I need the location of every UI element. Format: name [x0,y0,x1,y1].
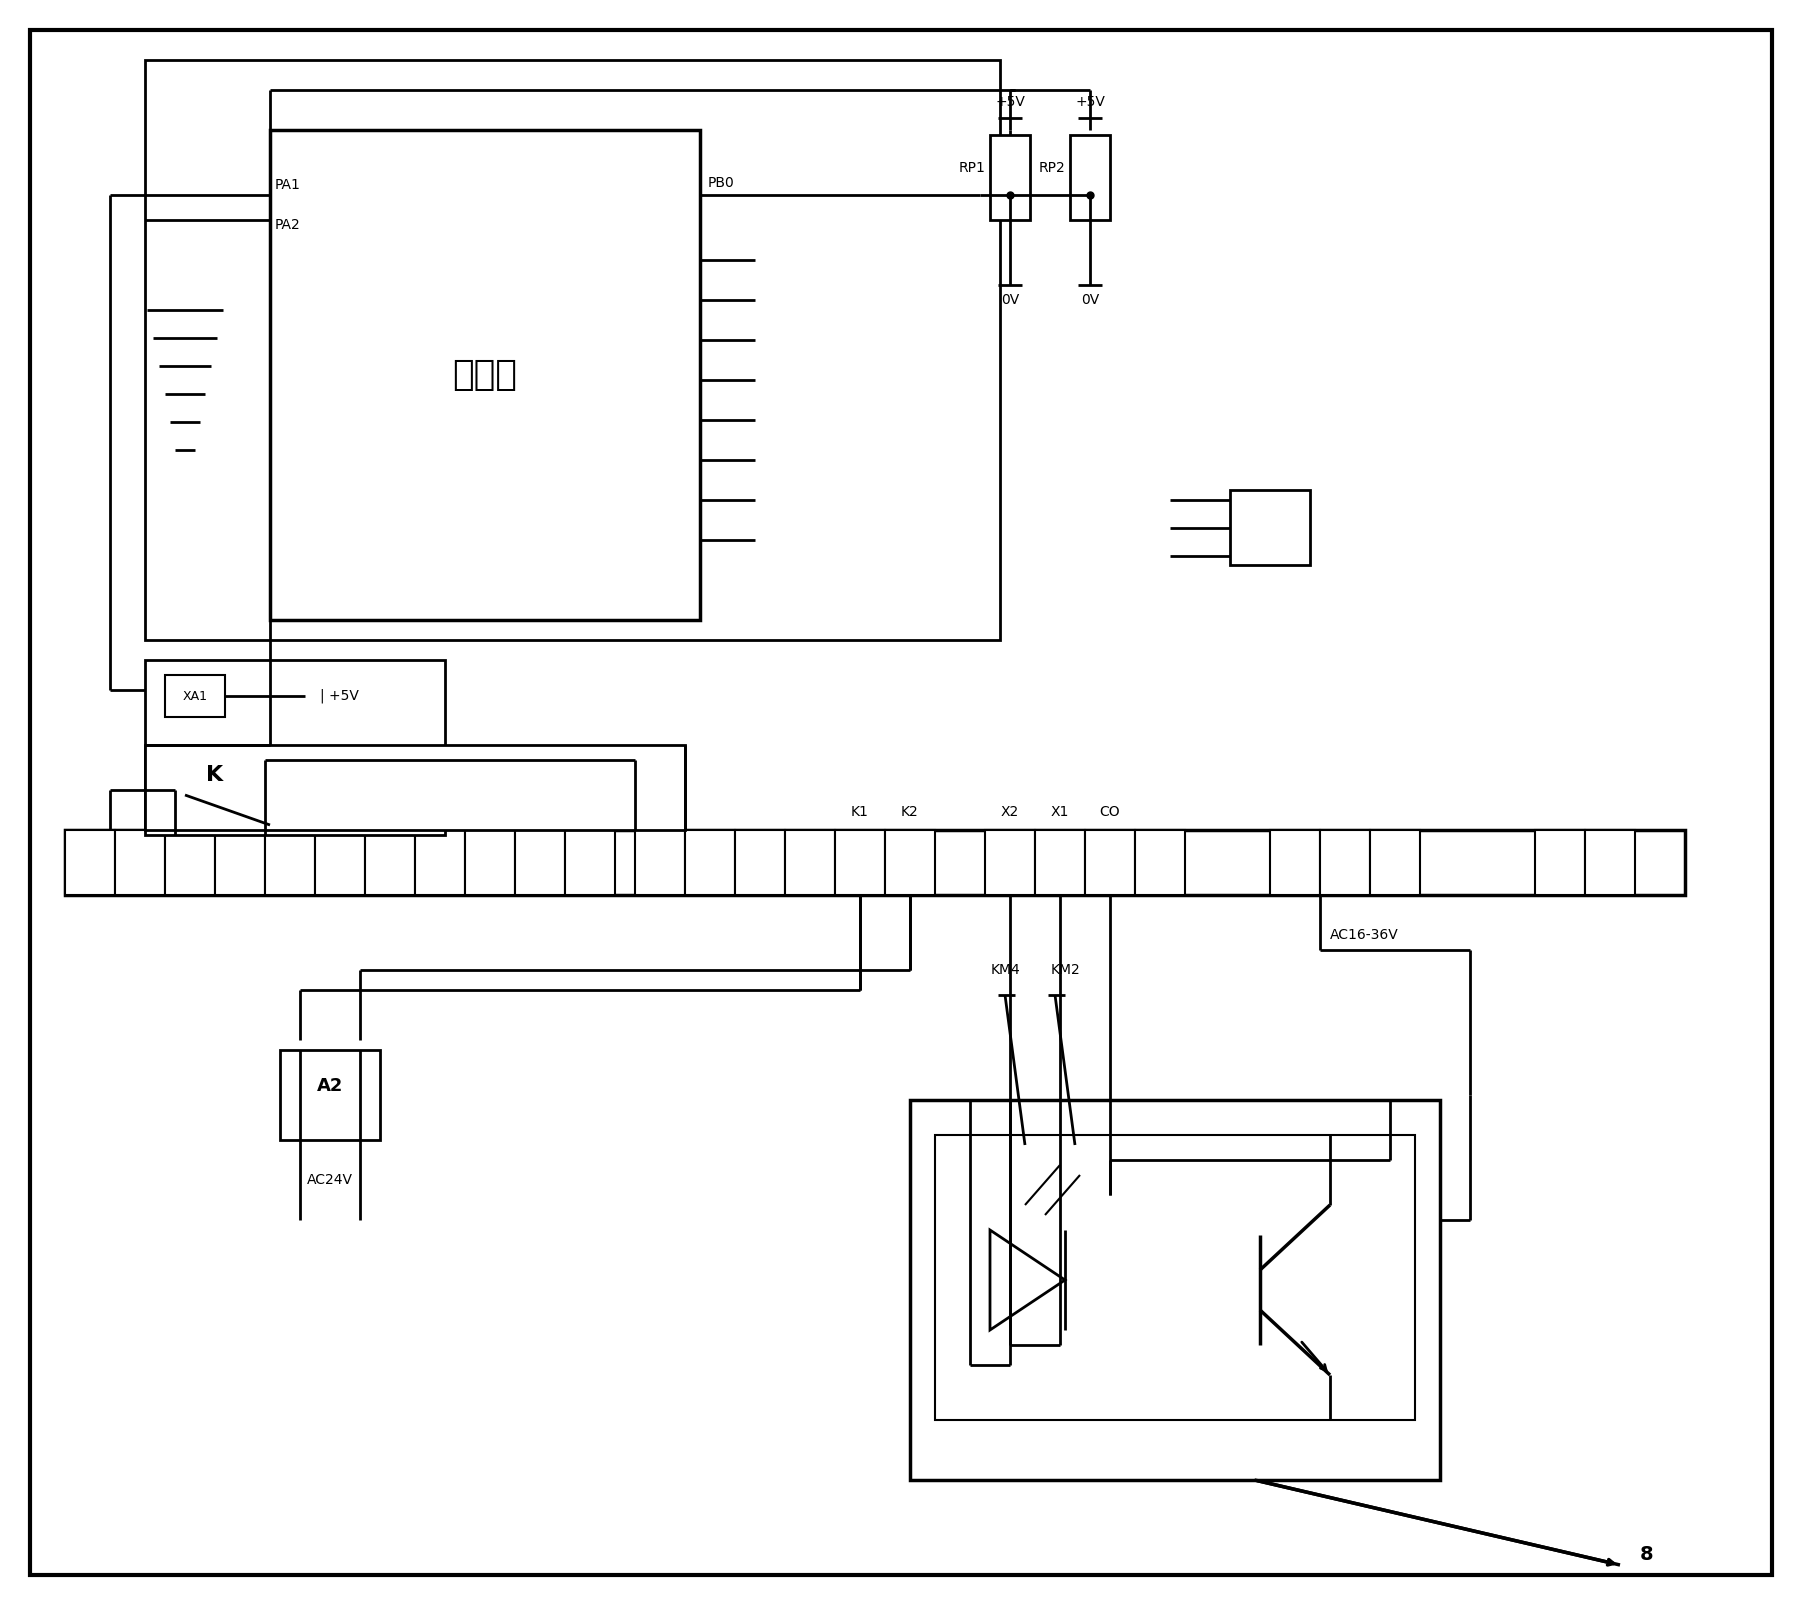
Bar [989,135,1031,220]
Bar [986,829,1034,895]
Bar [1535,829,1586,895]
Bar [465,829,515,895]
Bar [1231,490,1310,566]
Bar [910,1101,1440,1480]
Bar [935,1135,1415,1421]
Bar [65,829,115,895]
Text: AC16-36V: AC16-36V [1330,927,1398,942]
Bar [786,829,834,895]
Bar [1070,135,1110,220]
Bar [265,829,315,895]
Bar [1135,829,1186,895]
Text: 0V: 0V [1081,292,1099,307]
Bar [1034,829,1085,895]
Text: PB0: PB0 [708,177,735,190]
Text: RP1: RP1 [959,161,986,175]
Bar [1270,829,1321,895]
Text: K1: K1 [851,805,869,820]
Text: K2: K2 [901,805,919,820]
Text: K: K [207,765,223,784]
Text: A2: A2 [317,1077,342,1094]
Text: 8: 8 [1640,1546,1654,1565]
Bar [1370,829,1420,895]
Bar [1586,829,1634,895]
Bar [279,1049,380,1139]
Bar [414,829,465,895]
Text: +5V: +5V [995,95,1025,109]
Text: XA1: XA1 [182,689,207,702]
Text: X1: X1 [1051,805,1069,820]
Text: 单片机: 单片机 [452,358,517,392]
Bar [115,829,166,895]
Bar [65,829,1685,895]
Text: X2: X2 [1000,805,1020,820]
Text: KM4: KM4 [989,963,1020,977]
Bar [144,746,685,829]
Bar [1085,829,1135,895]
Bar [166,829,214,895]
Bar [315,829,366,895]
Bar [214,829,265,895]
Bar [885,829,935,895]
Bar [270,130,699,620]
Bar [685,829,735,895]
Bar [1321,829,1370,895]
Bar [144,59,1000,640]
Bar [515,829,566,895]
Bar [735,829,786,895]
Text: PA1: PA1 [276,178,301,191]
Text: KM2: KM2 [1051,963,1079,977]
Text: | +5V: | +5V [321,689,359,704]
Bar [144,660,445,836]
Bar [566,829,614,895]
Text: RP2: RP2 [1038,161,1065,175]
Text: CO: CO [1099,805,1121,820]
Bar [166,675,225,717]
Bar [366,829,414,895]
Text: AC24V: AC24V [306,1173,353,1188]
Text: PA2: PA2 [276,219,301,231]
Bar [634,829,685,895]
Text: 0V: 0V [1000,292,1020,307]
Bar [834,829,885,895]
Text: +5V: +5V [1076,95,1105,109]
